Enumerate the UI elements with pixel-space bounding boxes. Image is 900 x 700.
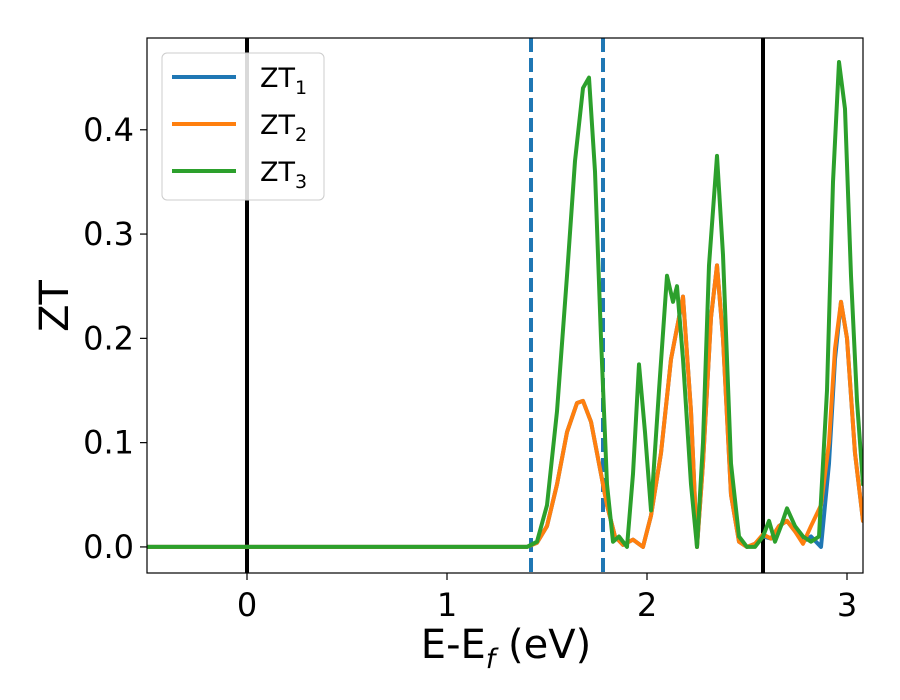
- legend-box: [161, 52, 325, 201]
- legend-label-1: ZT1: [260, 63, 307, 99]
- y-tick-label-3: 0.3: [83, 215, 134, 253]
- x-tick-label-3: 3: [837, 586, 857, 624]
- plot-frame: [146, 37, 864, 574]
- series-line-1: [147, 263, 863, 549]
- x-axis-label: E-Ef (eV): [421, 622, 591, 675]
- y-axis-label: ZT: [32, 280, 78, 332]
- y-tick-label-0: 0.0: [83, 528, 134, 566]
- x-axis-label-unit: (eV): [495, 622, 591, 668]
- x-axis-label-main: E-E: [421, 622, 486, 668]
- legend-label-3: ZT3: [260, 157, 307, 193]
- series-line-3: [147, 59, 863, 549]
- y-tick-label-4: 0.4: [83, 111, 134, 149]
- series-line-2: [147, 263, 863, 549]
- y-tick-label-1: 0.1: [83, 424, 134, 462]
- legend-label-2: ZT2: [260, 110, 307, 146]
- x-tick-label-0: 0: [237, 586, 257, 624]
- x-tick-label-1: 1: [437, 586, 457, 624]
- y-tick-label-2: 0.2: [83, 319, 134, 357]
- legend: ZT1 ZT2 ZT3: [161, 52, 325, 201]
- x-tick-label-2: 2: [637, 586, 657, 624]
